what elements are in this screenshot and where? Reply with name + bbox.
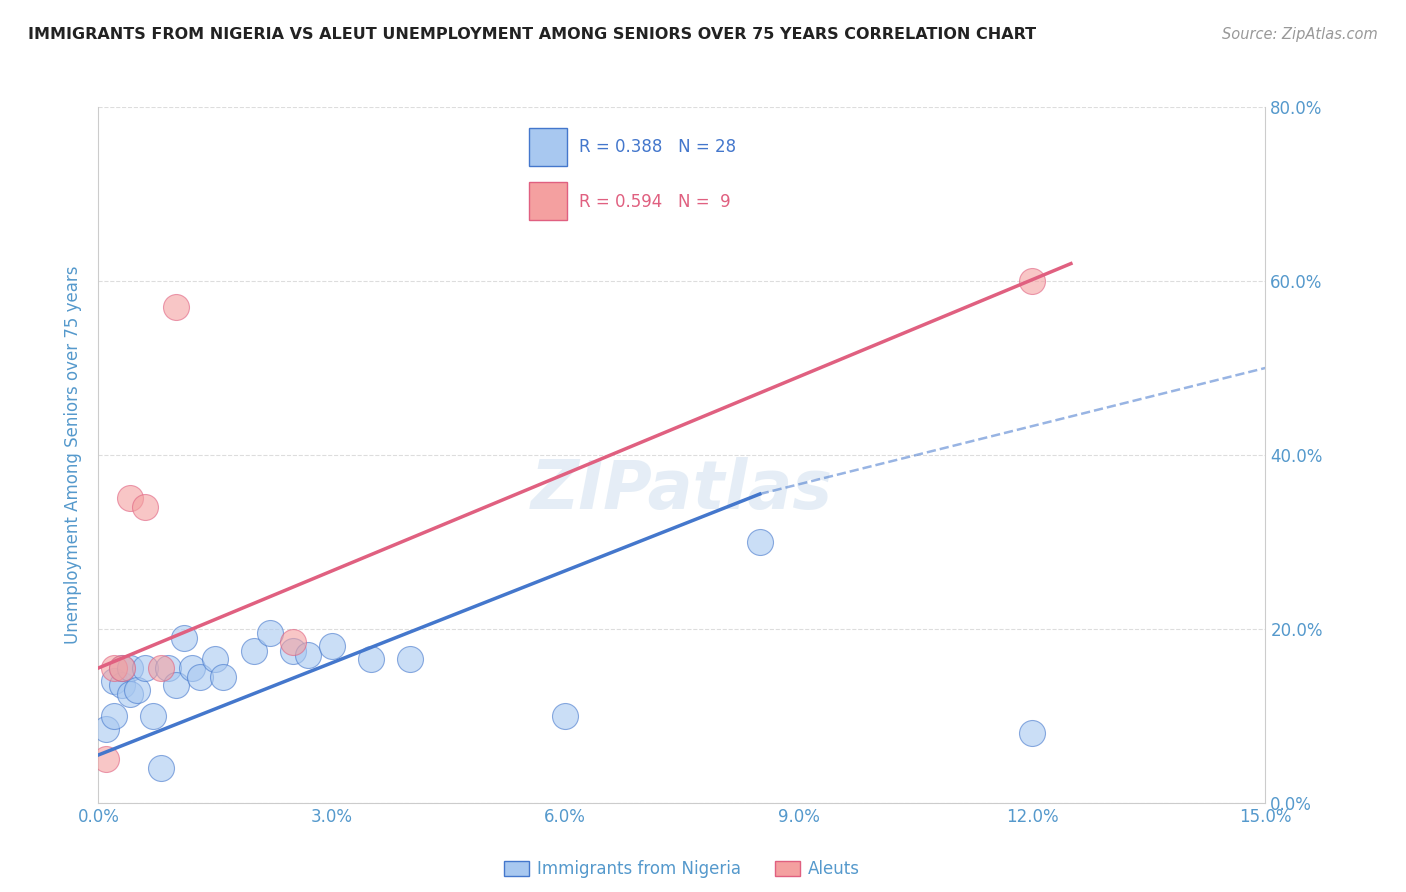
Point	[165, 678, 187, 692]
Point	[180, 661, 202, 675]
Point	[188, 670, 211, 684]
Point	[96, 752, 118, 766]
Point	[111, 661, 134, 675]
Y-axis label: Unemployment Among Seniors over 75 years: Unemployment Among Seniors over 75 years	[65, 266, 83, 644]
Point	[103, 674, 125, 689]
FancyBboxPatch shape	[530, 182, 567, 220]
Point	[149, 661, 172, 675]
Point	[212, 670, 235, 684]
Point	[173, 631, 195, 645]
Text: R = 0.594   N =  9: R = 0.594 N = 9	[579, 193, 731, 211]
Text: ZIPatlas: ZIPatlas	[531, 457, 832, 523]
Point	[103, 708, 125, 723]
Point	[281, 643, 304, 657]
Point	[134, 500, 156, 514]
FancyBboxPatch shape	[530, 128, 567, 166]
Point	[1021, 726, 1043, 740]
Point	[165, 300, 187, 314]
Point	[243, 643, 266, 657]
Point	[118, 661, 141, 675]
Text: IMMIGRANTS FROM NIGERIA VS ALEUT UNEMPLOYMENT AMONG SENIORS OVER 75 YEARS CORREL: IMMIGRANTS FROM NIGERIA VS ALEUT UNEMPLO…	[28, 27, 1036, 42]
Point	[142, 708, 165, 723]
Point	[204, 652, 226, 666]
Point	[748, 534, 770, 549]
Point	[134, 661, 156, 675]
Point	[321, 639, 343, 653]
Legend: Immigrants from Nigeria, Aleuts: Immigrants from Nigeria, Aleuts	[498, 854, 866, 885]
Point	[297, 648, 319, 662]
Point	[281, 635, 304, 649]
Point	[127, 682, 149, 697]
Text: R = 0.388   N = 28: R = 0.388 N = 28	[579, 138, 737, 156]
Point	[149, 761, 172, 775]
Point	[103, 661, 125, 675]
Text: Source: ZipAtlas.com: Source: ZipAtlas.com	[1222, 27, 1378, 42]
Point	[1021, 274, 1043, 288]
Point	[360, 652, 382, 666]
Point	[554, 708, 576, 723]
Point	[259, 626, 281, 640]
Point	[111, 678, 134, 692]
Point	[157, 661, 180, 675]
Point	[96, 722, 118, 736]
Point	[111, 661, 134, 675]
Point	[398, 652, 420, 666]
Point	[118, 491, 141, 506]
Point	[118, 687, 141, 701]
